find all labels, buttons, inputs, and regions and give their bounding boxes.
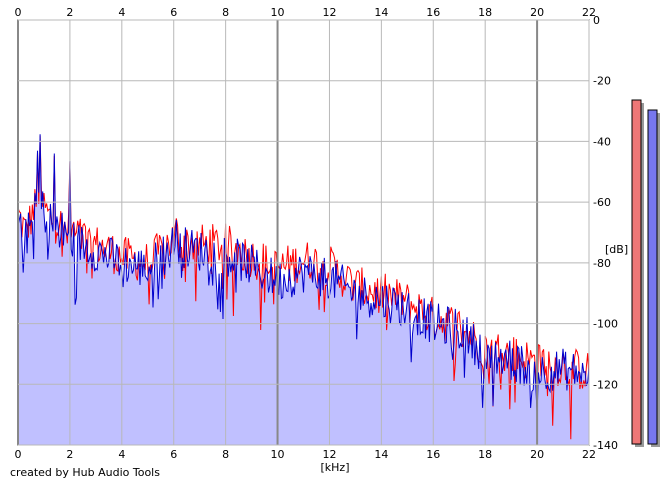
x-tick-label: 10: [271, 6, 285, 19]
x-tick-label: 8: [222, 448, 229, 461]
x-tick-label: 2: [66, 6, 73, 19]
y-tick-label: -140: [593, 439, 618, 452]
x-tick-label: 20: [530, 6, 544, 19]
series-line-right: [17, 134, 590, 414]
x-tick-label: 16: [426, 6, 440, 19]
y-tick-label: -20: [593, 75, 611, 88]
x-tick-label: 8: [222, 6, 229, 19]
credit-text: created by Hub Audio Tools: [10, 466, 160, 479]
x-tick-label: 0: [15, 448, 22, 461]
x-tick-label: 2: [66, 448, 73, 461]
x-tick-label: 12: [322, 448, 336, 461]
spectrum-fill-right: [18, 134, 589, 446]
x-tick-label: 14: [374, 448, 388, 461]
level-meters: [631, 99, 660, 447]
y-tick-label: 0: [593, 14, 600, 27]
x-tick-label: 4: [118, 448, 125, 461]
y-tick-label: -100: [593, 318, 618, 331]
y-tick-label: -80: [593, 257, 611, 270]
level-meter-right: [647, 109, 658, 445]
level-meter-left: [631, 99, 642, 445]
y-tick-label: -120: [593, 378, 618, 391]
series-layer: [17, 134, 590, 446]
x-tick-label: 0: [15, 6, 22, 19]
x-tick-label: 14: [374, 6, 388, 19]
x-axis-unit: [kHz]: [321, 461, 350, 474]
x-tick-labels-top: 0 2 4 6 8 10 12 14 16 18 20 22: [15, 6, 597, 19]
x-tick-label: 18: [478, 6, 492, 19]
x-tick-label: 4: [118, 6, 125, 19]
x-tick-label: 12: [322, 6, 336, 19]
x-tick-labels-bottom: 0 2 4 6 8 10 12 14 16 18 20 22: [15, 448, 597, 461]
y-tick-label: -40: [593, 135, 611, 148]
y-axis-unit: [dB]: [605, 243, 628, 256]
x-tick-label: 16: [426, 448, 440, 461]
x-tick-label: 22: [582, 6, 596, 19]
x-tick-label: 22: [582, 448, 596, 461]
x-tick-label: 6: [170, 6, 177, 19]
grid-lines: [17, 19, 590, 446]
y-tick-label: -60: [593, 196, 611, 209]
y-tick-labels: 0 -20 -40 -60 -80 -100 -120 -140: [593, 14, 618, 452]
x-tick-label: 20: [530, 448, 544, 461]
x-tick-label: 18: [478, 448, 492, 461]
x-tick-label: 10: [271, 448, 285, 461]
x-tick-label: 6: [170, 448, 177, 461]
